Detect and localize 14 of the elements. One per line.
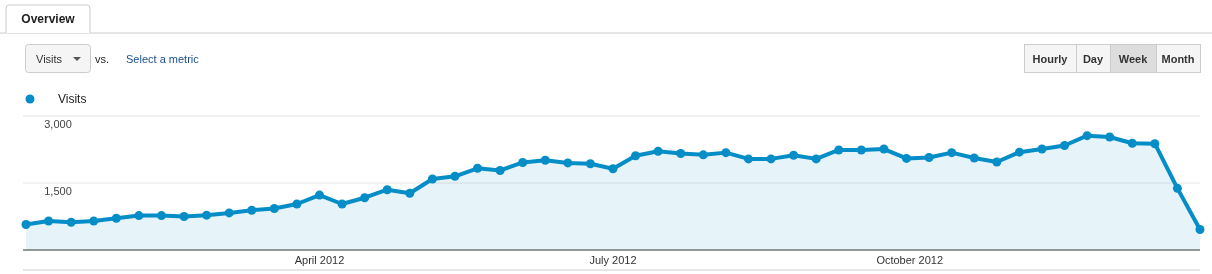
text: Hourly bbox=[1032, 53, 1069, 65]
text: Visits bbox=[36, 53, 63, 65]
text: Select a metric bbox=[126, 53, 200, 65]
y-tick-label: 1,500 bbox=[44, 185, 72, 197]
x-tick-label: July 2012 bbox=[589, 254, 637, 266]
text: Month bbox=[1161, 53, 1195, 65]
y-tick-label: 3,000 bbox=[44, 118, 72, 130]
text: vs. bbox=[95, 53, 110, 65]
x-tick-label: April 2012 bbox=[294, 254, 345, 266]
text: Day bbox=[1082, 53, 1104, 65]
text: Overview bbox=[21, 12, 76, 26]
legend-label: Visits bbox=[58, 92, 87, 106]
x-tick-label: October 2012 bbox=[876, 254, 944, 266]
text: Week bbox=[1118, 53, 1149, 65]
